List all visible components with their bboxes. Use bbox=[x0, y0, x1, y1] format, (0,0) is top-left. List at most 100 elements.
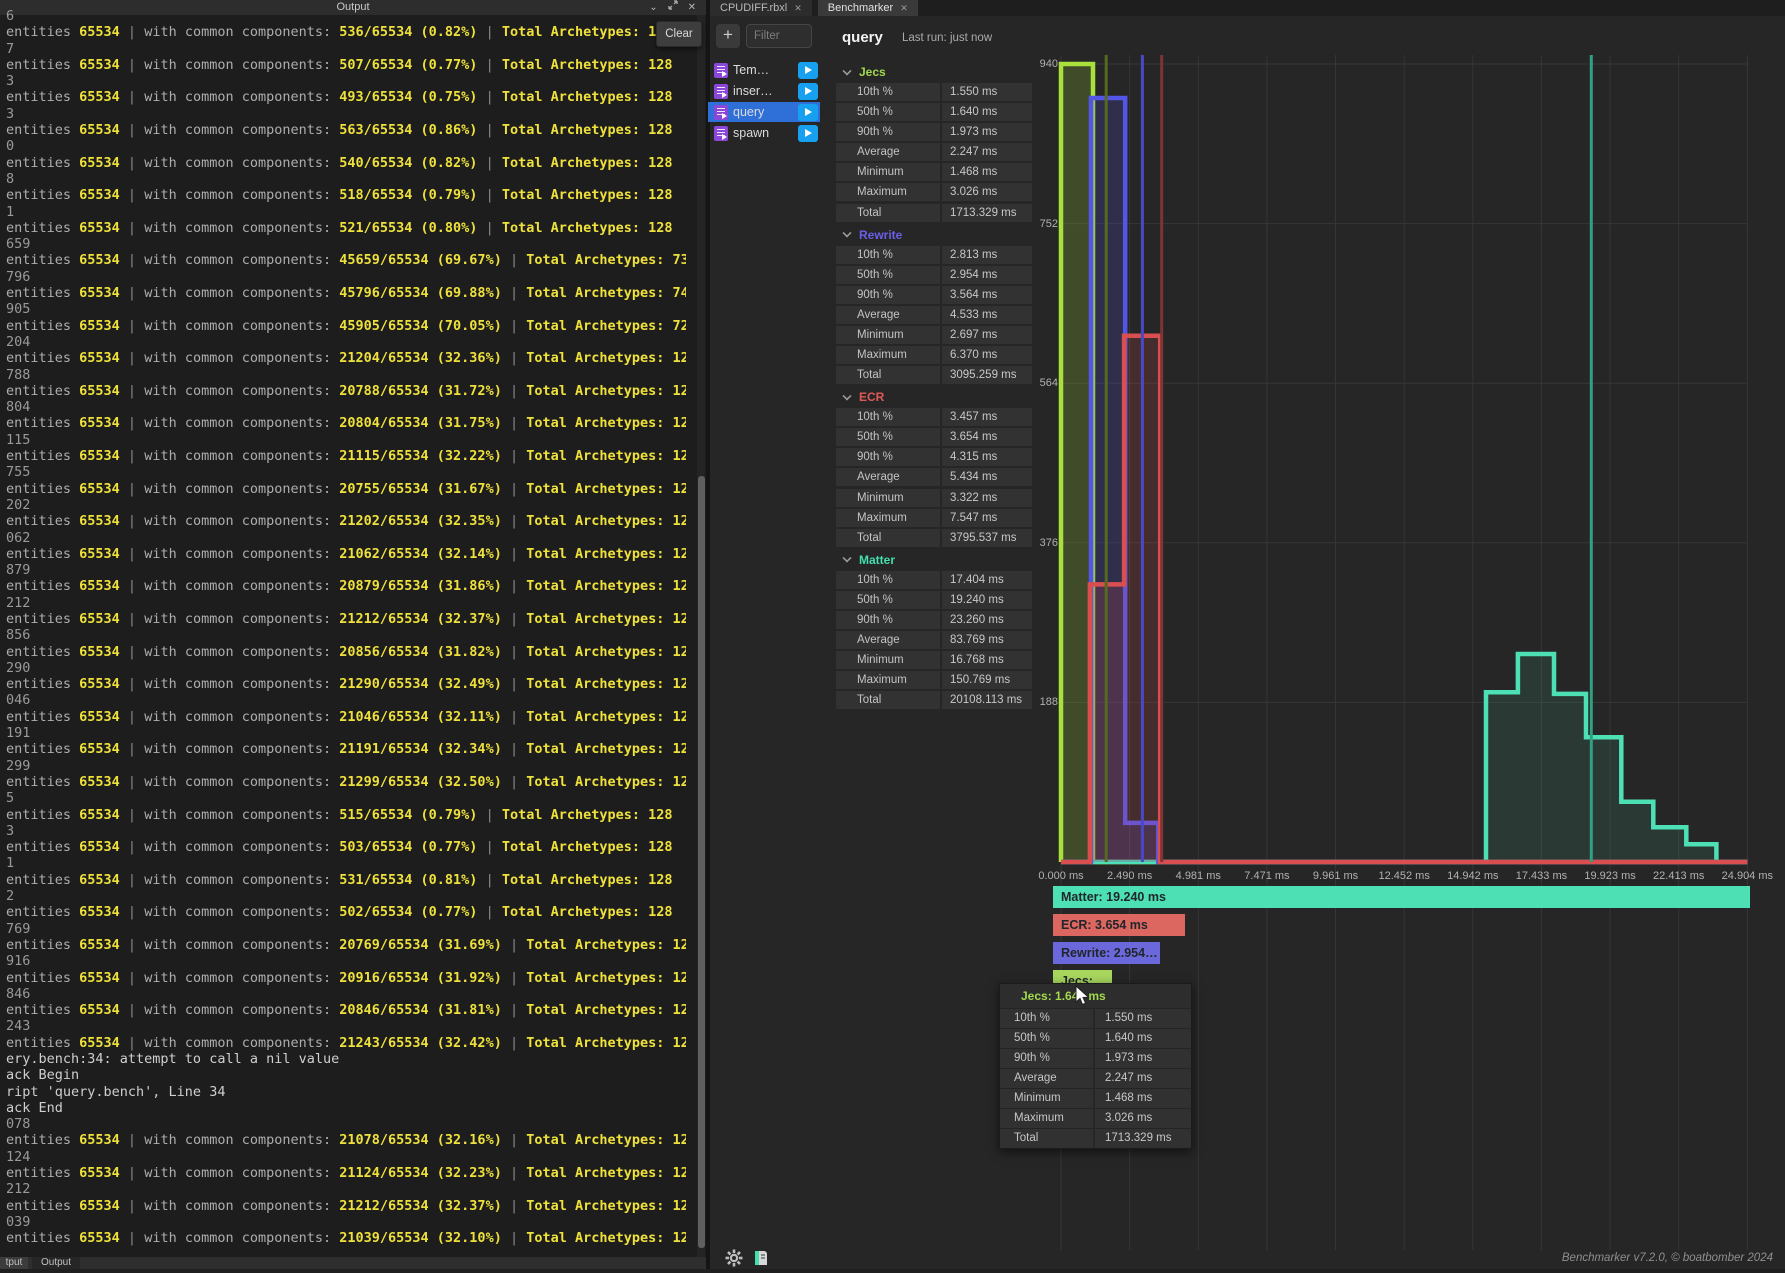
stat-row: Average 4.533 ms bbox=[836, 305, 1032, 324]
close-icon[interactable]: ✕ bbox=[687, 2, 696, 13]
log-row: ack End bbox=[6, 1099, 63, 1116]
stat-value: 2.954 ms bbox=[942, 265, 1032, 284]
tooltip-value: 1.550 ms bbox=[1095, 1009, 1191, 1028]
benchmark-item-label: spawn bbox=[733, 126, 770, 140]
benchmark-item-label: query bbox=[733, 105, 765, 119]
stat-row: Maximum 6.370 ms bbox=[836, 346, 1032, 365]
stat-value: 150.769 ms bbox=[942, 671, 1032, 690]
log-row: entities 65534 | with common components:… bbox=[6, 773, 686, 790]
stat-value: 4.315 ms bbox=[942, 448, 1032, 467]
tooltip-header: Jecs: 1.640 ms bbox=[1000, 984, 1191, 1008]
log-list[interactable]: 6 entities 65534 | with common components… bbox=[6, 8, 686, 1256]
log-row: 124 bbox=[6, 1148, 31, 1165]
stat-value: 16.768 ms bbox=[942, 651, 1032, 670]
footer-credit: Benchmarker v7.2.0, © boatbomber 2024 bbox=[1561, 1252, 1773, 1264]
benchmark-item-inser[interactable]: inser… bbox=[708, 81, 820, 101]
settings-gear-icon[interactable] bbox=[724, 1248, 748, 1268]
log-row: 659 bbox=[6, 236, 31, 253]
log-row: 8 bbox=[6, 170, 15, 187]
stat-label: 90th % bbox=[836, 285, 940, 304]
median-bar-rewrite[interactable]: Rewrite: 2.954 ms bbox=[1053, 942, 1160, 964]
log-row: entities 65534 | with common components:… bbox=[6, 513, 686, 530]
add-benchmark-button[interactable]: + bbox=[716, 24, 740, 48]
stat-value: 1.468 ms bbox=[942, 163, 1032, 182]
tooltip-row: 50th % 1.640 ms bbox=[1000, 1028, 1191, 1048]
close-icon[interactable]: ✕ bbox=[900, 3, 908, 13]
stat-value: 17.404 ms bbox=[942, 570, 1032, 589]
tooltip-label: 90th % bbox=[1000, 1049, 1093, 1068]
y-axis-tick: 752 bbox=[1039, 217, 1058, 230]
stat-row: Total 3795.537 ms bbox=[836, 528, 1032, 547]
clear-button[interactable]: Clear bbox=[656, 21, 702, 47]
log-row: 804 bbox=[6, 399, 31, 416]
log-row: 879 bbox=[6, 562, 31, 579]
log-row: entities 65534 | with common components:… bbox=[6, 741, 686, 758]
run-benchmark-button[interactable] bbox=[798, 82, 818, 100]
section-header-rewrite[interactable]: Rewrite bbox=[836, 226, 1032, 244]
x-axis-tick: 19.923 ms bbox=[1584, 870, 1636, 882]
chevron-down-icon bbox=[842, 65, 852, 76]
benchmark-item-label: inser… bbox=[733, 84, 773, 98]
stat-value: 20108.113 ms bbox=[942, 691, 1032, 710]
close-icon[interactable]: ✕ bbox=[794, 3, 802, 13]
log-row: 856 bbox=[6, 627, 31, 644]
tooltip-row: Minimum 1.468 ms bbox=[1000, 1088, 1191, 1108]
stat-label: 10th % bbox=[836, 408, 940, 427]
x-axis-tick: 17.433 ms bbox=[1515, 870, 1568, 882]
stat-label: 50th % bbox=[836, 103, 940, 122]
log-row: 290 bbox=[6, 659, 31, 676]
median-bar-matter[interactable]: Matter: 19.240 ms bbox=[1053, 886, 1750, 908]
section-header-jecs[interactable]: Jecs bbox=[836, 63, 1032, 81]
log-row: entities 65534 | with common components:… bbox=[6, 89, 673, 106]
stat-row: 90th % 3.564 ms bbox=[836, 285, 1032, 304]
log-row: entities 65534 | with common components:… bbox=[6, 1002, 686, 1019]
bottom-tab-bar bbox=[0, 1257, 706, 1269]
panel-divider[interactable] bbox=[706, 0, 710, 1269]
docs-book-icon[interactable] bbox=[752, 1248, 776, 1268]
log-row: entities 65534 | with common components:… bbox=[6, 936, 686, 953]
popout-icon[interactable] bbox=[668, 0, 678, 15]
tab-output-clipped[interactable]: tput bbox=[0, 1257, 28, 1269]
stat-row: 50th % 2.954 ms bbox=[836, 265, 1032, 284]
tooltip-label: Average bbox=[1000, 1069, 1093, 1088]
log-row: 204 bbox=[6, 333, 31, 350]
y-axis-tick: 376 bbox=[1039, 536, 1058, 549]
benchmark-item-tem[interactable]: Tem… bbox=[708, 60, 820, 80]
document-tab-bar: CPUDIFF.rbxl ✕ Benchmarker ✕ bbox=[710, 0, 1785, 16]
log-row: 299 bbox=[6, 757, 31, 774]
y-axis-tick: 564 bbox=[1039, 377, 1058, 390]
median-bar-ecr[interactable]: ECR: 3.654 ms bbox=[1053, 914, 1185, 936]
benchmark-item-spawn[interactable]: spawn bbox=[708, 123, 820, 143]
stat-label: Maximum bbox=[836, 508, 940, 527]
run-benchmark-button[interactable] bbox=[798, 61, 818, 79]
log-row: 846 bbox=[6, 985, 31, 1002]
stat-value: 1713.329 ms bbox=[942, 203, 1032, 222]
stat-row: Maximum 3.026 ms bbox=[836, 183, 1032, 202]
run-benchmark-button[interactable] bbox=[798, 124, 818, 142]
filter-input[interactable] bbox=[747, 25, 811, 47]
x-axis-tick: 12.452 ms bbox=[1378, 870, 1430, 882]
tab-benchmarker[interactable]: Benchmarker ✕ bbox=[817, 0, 918, 16]
log-row: 212 bbox=[6, 594, 31, 611]
stat-label: 50th % bbox=[836, 590, 940, 609]
log-row: 755 bbox=[6, 464, 31, 481]
section-header-matter[interactable]: Matter bbox=[836, 551, 1032, 569]
stat-value: 3.457 ms bbox=[942, 408, 1032, 427]
section-name: ECR bbox=[859, 390, 885, 405]
stat-row: Minimum 2.697 ms bbox=[836, 325, 1032, 344]
section-header-ecr[interactable]: ECR bbox=[836, 388, 1032, 406]
log-row: 2 bbox=[6, 888, 15, 905]
scrollbar-thumb[interactable] bbox=[698, 476, 705, 1248]
chevron-down-icon[interactable]: ⌄ bbox=[649, 2, 658, 13]
run-benchmark-button[interactable] bbox=[798, 103, 818, 121]
log-row: 796 bbox=[6, 268, 31, 285]
x-axis-tick: 24.904 ms bbox=[1721, 870, 1774, 882]
tab-cpudiff[interactable]: CPUDIFF.rbxl ✕ bbox=[710, 0, 812, 16]
log-row: 046 bbox=[6, 692, 31, 709]
stat-label: Minimum bbox=[836, 651, 940, 670]
tooltip-label: Maximum bbox=[1000, 1109, 1093, 1128]
section-name: Rewrite bbox=[859, 227, 903, 242]
tab-output[interactable]: Output bbox=[32, 1257, 80, 1269]
benchmark-item-query[interactable]: query bbox=[708, 102, 820, 122]
log-row: entities 65534 | with common components:… bbox=[6, 1197, 686, 1214]
